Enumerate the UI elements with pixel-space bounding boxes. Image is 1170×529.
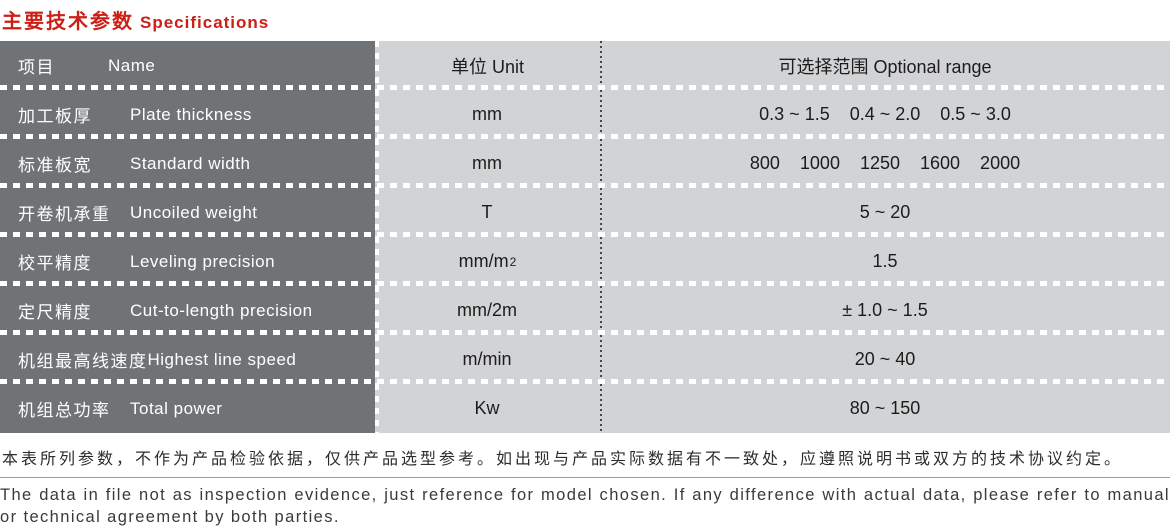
table-header-row: 项目 Name 单位 Unit 可选择范围 Optional range xyxy=(0,41,1170,90)
spec-name-en: Uncoiled weight xyxy=(130,202,258,222)
spec-unit-cell: mm xyxy=(375,139,600,188)
footer-divider xyxy=(0,477,1170,478)
spec-name-en: Total power xyxy=(130,398,223,418)
spec-unit: mm/2m xyxy=(457,300,517,320)
table-row-plate-thickness: 加工板厚 Plate thickness mm 0.3 ~ 1.5 0.4 ~ 2… xyxy=(0,90,1170,139)
spec-name-en: Cut-to-length precision xyxy=(130,300,313,320)
footer-note-en: The data in file not as inspection evide… xyxy=(0,486,1170,526)
spec-unit: mm xyxy=(472,104,502,124)
spec-range-cell: 5 ~ 20 xyxy=(600,188,1170,237)
spec-unit-cell: m/min xyxy=(375,335,600,384)
table-row-cut-to-length-precision: 定尺精度 Cut-to-length precision mm/2m ± 1.0 … xyxy=(0,286,1170,335)
spec-unit-cell: mm xyxy=(375,90,600,139)
table-row-total-power: 机组总功率 Total power Kw 80 ~ 150 xyxy=(0,384,1170,433)
spec-unit-cell: Kw xyxy=(375,384,600,433)
spec-range-cell: 0.3 ~ 1.5 0.4 ~ 2.0 0.5 ~ 3.0 xyxy=(600,90,1170,139)
spec-unit: Kw xyxy=(474,398,500,418)
spec-range-cell: 20 ~ 40 xyxy=(600,335,1170,384)
spec-unit-cell: T xyxy=(375,188,600,237)
spec-name-cell: 定尺精度 Cut-to-length precision xyxy=(0,286,375,335)
spec-name-cell: 加工板厚 Plate thickness xyxy=(0,90,375,139)
spec-unit: mm xyxy=(472,153,502,173)
table-row-highest-line-speed: 机组最高线速度 Highest line speed m/min 20 ~ 40 xyxy=(0,335,1170,384)
spec-name-zh: 开卷机承重 xyxy=(18,205,111,224)
header-unit-cell: 单位 Unit xyxy=(375,41,600,90)
footer-disclaimer: 本表所列参数，不作为产品检验依据，仅供产品选型参考。如出现与产品实际数据有不一致… xyxy=(0,433,1170,529)
spec-name-zh: 定尺精度 xyxy=(18,303,92,322)
spec-name-en: Standard width xyxy=(130,153,251,173)
header-name-zh: 项目 xyxy=(18,58,55,77)
spec-name-cell: 机组总功率 Total power xyxy=(0,384,375,433)
spec-name-en: Plate thickness xyxy=(130,104,252,124)
spec-name-zh: 机组总功率 xyxy=(18,401,111,420)
spec-range-cell: ± 1.0 ~ 1.5 xyxy=(600,286,1170,335)
header-name-cell: 项目 Name xyxy=(0,41,375,90)
spec-name-cell: 开卷机承重 Uncoiled weight xyxy=(0,188,375,237)
spec-unit-cell: mm/m 2 xyxy=(375,237,600,286)
spec-table: 项目 Name 单位 Unit 可选择范围 Optional range 加工板厚… xyxy=(0,41,1170,433)
spec-name-cell: 机组最高线速度 Highest line speed xyxy=(0,335,375,384)
spec-name-zh: 机组最高线速度 xyxy=(18,352,148,371)
page-title: 主要技术参数 Specifications xyxy=(0,0,1170,41)
spec-range-cell: 800 1000 1250 1600 2000 xyxy=(600,139,1170,188)
spec-unit: mm/m xyxy=(458,251,509,271)
spec-name-en: Leveling precision xyxy=(130,251,276,271)
header-range-cell: 可选择范围 Optional range xyxy=(600,41,1170,90)
spec-name-cell: 标准板宽 Standard width xyxy=(0,139,375,188)
page-title-zh: 主要技术参数 xyxy=(2,11,134,33)
page-title-en: Specifications xyxy=(140,13,270,32)
header-name-en: Name xyxy=(108,55,156,75)
table-row-uncoiled-weight: 开卷机承重 Uncoiled weight T 5 ~ 20 xyxy=(0,188,1170,237)
spec-name-en: Highest line speed xyxy=(147,349,297,369)
spec-name-zh: 标准板宽 xyxy=(18,156,92,175)
spec-unit: T xyxy=(481,202,493,222)
table-row-standard-width: 标准板宽 Standard width mm 800 1000 1250 1600… xyxy=(0,139,1170,188)
spec-range-cell: 1.5 xyxy=(600,237,1170,286)
spec-name-cell: 校平精度 Leveling precision xyxy=(0,237,375,286)
spec-unit-cell: mm/2m xyxy=(375,286,600,335)
spec-range-cell: 80 ~ 150 xyxy=(600,384,1170,433)
table-row-leveling-precision: 校平精度 Leveling precision mm/m 2 1.5 xyxy=(0,237,1170,286)
spec-name-zh: 校平精度 xyxy=(18,254,92,273)
footer-note-zh: 本表所列参数，不作为产品检验依据，仅供产品选型参考。如出现与产品实际数据有不一致… xyxy=(2,451,1124,468)
spec-name-zh: 加工板厚 xyxy=(18,107,92,126)
spec-unit: m/min xyxy=(462,349,512,369)
